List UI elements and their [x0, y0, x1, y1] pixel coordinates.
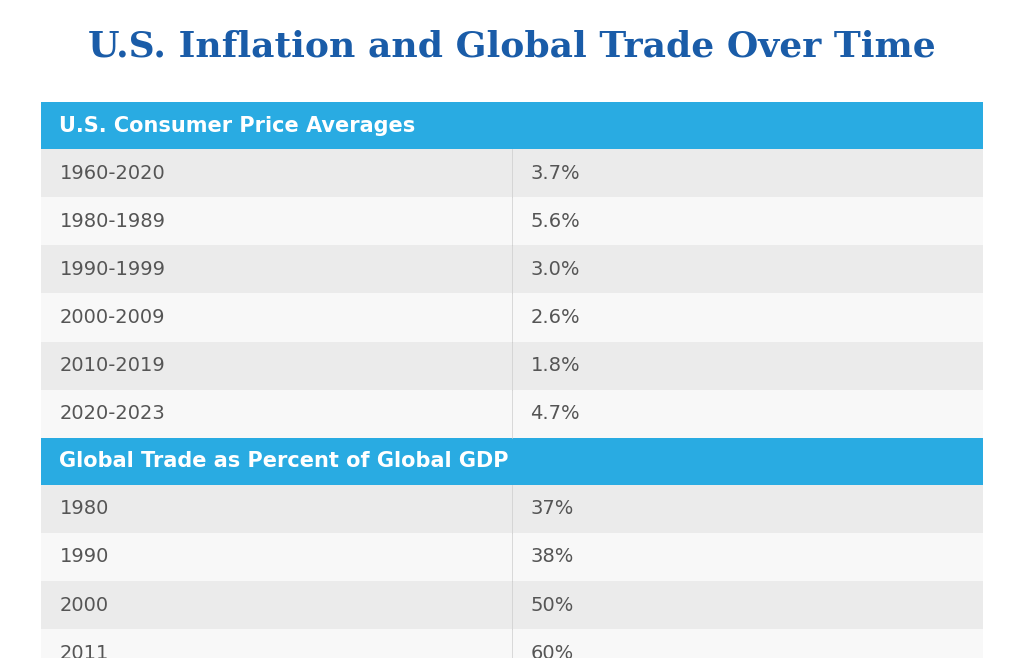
Bar — [41, 438, 983, 485]
Bar — [41, 485, 983, 533]
Bar — [41, 197, 983, 245]
Text: 2010-2019: 2010-2019 — [59, 356, 165, 375]
Text: 3.7%: 3.7% — [530, 164, 580, 183]
Text: 2000: 2000 — [59, 595, 109, 615]
Text: 37%: 37% — [530, 499, 573, 519]
Text: 2.6%: 2.6% — [530, 308, 580, 327]
Bar — [41, 629, 983, 658]
Text: 2011: 2011 — [59, 644, 109, 658]
Text: 1990-1999: 1990-1999 — [59, 260, 166, 279]
Text: 60%: 60% — [530, 644, 573, 658]
Text: 1990: 1990 — [59, 547, 109, 567]
Bar — [41, 390, 983, 438]
Text: 50%: 50% — [530, 595, 573, 615]
Text: 1980-1989: 1980-1989 — [59, 212, 166, 231]
Text: 1.8%: 1.8% — [530, 356, 580, 375]
Text: 38%: 38% — [530, 547, 573, 567]
Text: 4.7%: 4.7% — [530, 404, 580, 423]
Text: 3.0%: 3.0% — [530, 260, 580, 279]
Text: 5.6%: 5.6% — [530, 212, 581, 231]
Bar — [41, 245, 983, 293]
Bar — [41, 149, 983, 197]
Text: U.S. Inflation and Global Trade Over Time: U.S. Inflation and Global Trade Over Tim… — [88, 30, 936, 64]
Bar — [41, 342, 983, 390]
Text: 1960-2020: 1960-2020 — [59, 164, 165, 183]
Bar — [41, 293, 983, 342]
Bar — [41, 581, 983, 629]
Text: U.S. Consumer Price Averages: U.S. Consumer Price Averages — [59, 116, 416, 136]
Text: 1980: 1980 — [59, 499, 109, 519]
Text: 2000-2009: 2000-2009 — [59, 308, 165, 327]
Text: 2020-2023: 2020-2023 — [59, 404, 165, 423]
Bar — [41, 533, 983, 581]
Bar — [41, 102, 983, 149]
Text: Global Trade as Percent of Global GDP: Global Trade as Percent of Global GDP — [59, 451, 509, 471]
